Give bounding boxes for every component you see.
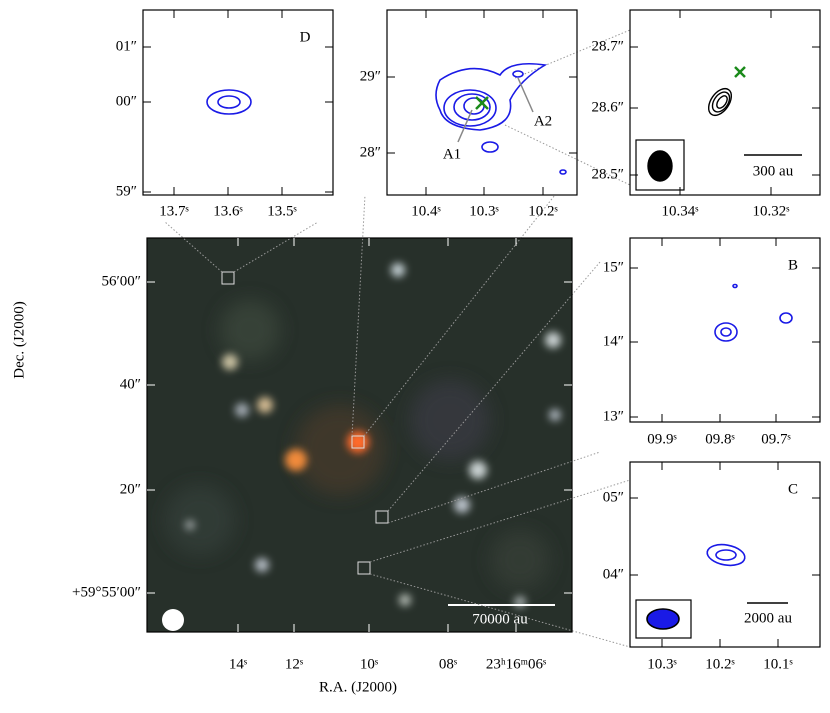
x-tick-label: 10.32ˢ bbox=[753, 203, 790, 219]
sky-image bbox=[147, 238, 572, 632]
x-tick-label: 10.4ˢ bbox=[411, 203, 440, 219]
y-tick-label: 13″ bbox=[603, 408, 624, 424]
panel-main: 14ˢ 12ˢ 10ˢ 08ˢ 23ʰ16ᵐ06ˢ 56′00″ 40″ 20″ +59°55′… bbox=[72, 237, 573, 672]
panel-label: B bbox=[788, 257, 798, 273]
scale-bar-label: 2000 au bbox=[744, 610, 792, 626]
scale-bar-label: 70000 au bbox=[472, 611, 528, 627]
x-tick-label: 10.1ˢ bbox=[763, 656, 792, 672]
y-tick-label: 20″ bbox=[120, 481, 141, 497]
panel-label: D bbox=[300, 29, 311, 45]
y-tick-label: 04″ bbox=[603, 566, 624, 582]
panel-zoom: 10.34ˢ 10.32ˢ 28.7″ 28.6″ 28.5″ 300 au bbox=[592, 9, 821, 219]
panel-frame bbox=[146, 237, 573, 633]
x-tick-label: 13.7ˢ bbox=[159, 203, 188, 219]
x-tick-label: 23ʰ16ᵐ06ˢ bbox=[486, 656, 546, 672]
x-tick-label: 10.2ˢ bbox=[705, 656, 734, 672]
x-tick-label: 13.6ˢ bbox=[213, 203, 242, 219]
contours-d bbox=[206, 89, 252, 115]
panel-frame bbox=[629, 461, 821, 648]
panel-frame bbox=[629, 237, 821, 423]
y-tick-label: 29″ bbox=[360, 68, 381, 84]
contours-b bbox=[714, 283, 793, 342]
x-tick-label: 12ˢ bbox=[285, 656, 303, 672]
y-tick-label: 28.5″ bbox=[592, 166, 625, 182]
x-tick-label: 08ˢ bbox=[439, 656, 457, 672]
annotation: A2 bbox=[534, 113, 552, 129]
x-tick-label: 09.8ˢ bbox=[705, 431, 734, 447]
y-tick-label: 00″ bbox=[116, 93, 137, 109]
x-tick-label: 10.3ˢ bbox=[469, 203, 498, 219]
x-tick-label: 10.3ˢ bbox=[647, 656, 676, 672]
annotation: A1 bbox=[443, 146, 461, 162]
y-tick-label: 14″ bbox=[603, 333, 624, 349]
y-tick-label: 28.7″ bbox=[592, 38, 625, 54]
scale-bar-label: 300 au bbox=[753, 163, 794, 179]
contours-a bbox=[435, 62, 567, 175]
x-tick-label: 13.5ˢ bbox=[267, 203, 296, 219]
y-tick-label: 28.6″ bbox=[592, 99, 625, 115]
panel-a: 10.4ˢ 10.3ˢ 10.2ˢ 29″ 28″ A1 A2 bbox=[360, 9, 578, 219]
x-axis-label: R.A. (J2000) bbox=[319, 679, 397, 695]
y-tick-label: 15″ bbox=[603, 259, 624, 275]
x-tick-label: 09.7ˢ bbox=[761, 431, 790, 447]
panel-d: 13.7ˢ 13.6ˢ 13.5ˢ 01″ 00″ 59″ D bbox=[116, 9, 334, 219]
contours-c bbox=[635, 543, 788, 639]
panel-label: C bbox=[788, 481, 798, 497]
y-axis-label: Dec. (J2000) bbox=[11, 301, 27, 378]
x-tick-label: 10ˢ bbox=[360, 656, 378, 672]
x-tick-label: 14ˢ bbox=[229, 656, 247, 672]
contours-zoom bbox=[635, 66, 802, 191]
y-tick-label: 28″ bbox=[360, 144, 381, 160]
y-tick-label: 05″ bbox=[603, 489, 624, 505]
panel-b: 09.9ˢ 09.8ˢ 09.7ˢ 15″ 14″ 13″ B bbox=[603, 237, 821, 447]
y-tick-label: +59°55′00″ bbox=[72, 584, 141, 600]
x-tick-label: 10.34ˢ bbox=[662, 203, 699, 219]
y-tick-label: 40″ bbox=[120, 376, 141, 392]
panel-frame bbox=[386, 9, 578, 196]
y-tick-label: 56′00″ bbox=[101, 273, 141, 289]
x-tick-label: 09.9ˢ bbox=[647, 431, 676, 447]
panel-c: 10.3ˢ 10.2ˢ 10.1ˢ 05″ 04″ C 2000 au bbox=[603, 461, 821, 672]
connectors bbox=[164, 29, 631, 648]
panel-frame bbox=[629, 9, 821, 196]
x-tick-label: 10.2ˢ bbox=[528, 203, 557, 219]
y-tick-label: 01″ bbox=[116, 38, 137, 54]
y-tick-label: 59″ bbox=[116, 183, 137, 199]
